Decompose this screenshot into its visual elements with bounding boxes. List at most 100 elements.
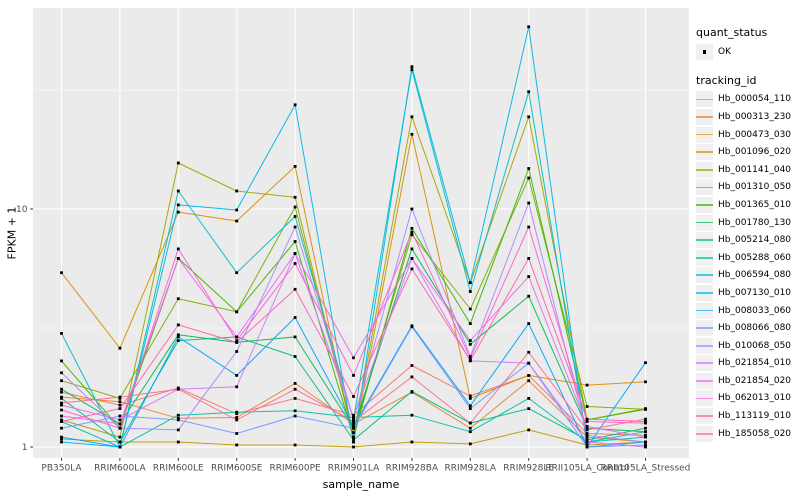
legend-key (696, 425, 713, 442)
data-point (410, 325, 414, 329)
legend-key (696, 249, 713, 266)
data-point (293, 414, 297, 418)
data-point (585, 383, 589, 387)
x-tick-label: RRIM901LA (328, 464, 380, 474)
data-point (352, 374, 355, 377)
legend-key (696, 126, 713, 143)
data-point (410, 440, 414, 444)
data-point (60, 420, 63, 423)
legend-key (696, 108, 713, 125)
data-point (585, 433, 589, 437)
data-point (644, 417, 647, 421)
data-point (527, 428, 531, 432)
data-point (293, 225, 297, 229)
data-point (293, 335, 297, 339)
legend-key (696, 179, 713, 196)
legend-item: Hb_001096_020 (696, 143, 800, 161)
data-point (118, 400, 122, 404)
legend-item-label: Hb_000054_110 (718, 94, 792, 105)
data-point (60, 271, 63, 275)
data-point (176, 323, 180, 327)
data-point (293, 355, 297, 358)
data-point (527, 90, 531, 94)
legend-key (696, 408, 713, 425)
legend-key (696, 355, 713, 372)
data-point (118, 426, 122, 430)
x-tick-label: PB350LA (41, 464, 82, 474)
data-point (410, 230, 414, 234)
x-tick-label: RRIM928LE (503, 464, 554, 474)
data-point (352, 431, 355, 434)
data-point (410, 390, 414, 393)
data-point (235, 432, 239, 435)
data-point (60, 359, 63, 363)
y-axis-title: FPKM + 1 (5, 206, 19, 260)
data-point (585, 417, 589, 421)
data-point (468, 355, 472, 358)
data-point (60, 418, 63, 422)
legend-key-line-icon (696, 292, 713, 294)
legend-item: Hb_021854_010 (696, 355, 800, 373)
legend-item-label: Hb_000473_030 (718, 129, 792, 140)
data-point (118, 346, 122, 350)
data-point (468, 322, 472, 325)
data-point (644, 361, 647, 365)
legend-key (696, 91, 713, 108)
data-point (468, 342, 472, 346)
legend-item: Hb_005214_080 (696, 231, 800, 249)
legend-tracking-block: tracking_id Hb_000054_110 Hb_000313_230 Hb… (696, 74, 800, 443)
data-point (468, 339, 472, 342)
legend-key-line-icon (696, 309, 713, 312)
legend-key-line-icon (696, 239, 713, 241)
legend-item-label: Hb_008033_060 (718, 305, 792, 316)
legend-item: Hb_001310_050 (696, 179, 800, 197)
legend-key-line-icon (696, 151, 713, 154)
data-point (293, 443, 297, 447)
legend-key-line-icon (696, 256, 713, 259)
data-point (585, 438, 589, 442)
data-point (293, 215, 297, 218)
x-tick-label: RRII105LA_Stressed (601, 464, 691, 474)
data-point (585, 420, 589, 423)
legend-key-line-icon (696, 186, 713, 189)
legend-item: Hb_001141_040 (696, 161, 800, 179)
data-point (410, 115, 414, 119)
legend-key (696, 196, 713, 213)
data-point (235, 443, 239, 447)
data-point (644, 445, 647, 449)
data-point (410, 226, 414, 230)
data-point (352, 420, 355, 423)
legend-key (696, 144, 713, 161)
data-point (293, 316, 297, 319)
data-point (644, 407, 647, 411)
x-tick-label: RRIM600LA (94, 464, 146, 474)
legend-key-ok (696, 43, 713, 60)
legend-item: Hb_010068_050 (696, 337, 800, 355)
data-point (60, 401, 63, 405)
point-marker-icon (702, 50, 707, 54)
data-point (235, 189, 239, 193)
legend-key-line-icon (696, 168, 713, 171)
data-point (585, 443, 589, 447)
legend-item-label: Hb_062013_010 (718, 393, 792, 404)
legend-key-line-icon (696, 327, 713, 329)
data-point (235, 271, 239, 275)
legend-item-label: Hb_007130_010 (718, 287, 792, 298)
legend-item: Hb_113119_010 (696, 407, 800, 425)
data-point (585, 426, 589, 430)
data-point (644, 440, 647, 444)
legend-key-line-icon (696, 133, 713, 136)
data-point (176, 440, 180, 444)
data-point (60, 426, 63, 430)
data-point (585, 405, 589, 408)
legend-item: Hb_006594_080 (696, 267, 800, 285)
legend-item: Hb_000473_030 (696, 126, 800, 144)
legend-item: Hb_001780_130 (696, 214, 800, 232)
data-point (176, 210, 180, 214)
data-point (644, 421, 647, 425)
data-point (118, 435, 122, 439)
legend-item: Hb_185058_020 (696, 425, 800, 443)
data-point (352, 418, 355, 422)
x-tick-label: RRIM928LA (445, 464, 497, 474)
data-point (527, 201, 531, 205)
